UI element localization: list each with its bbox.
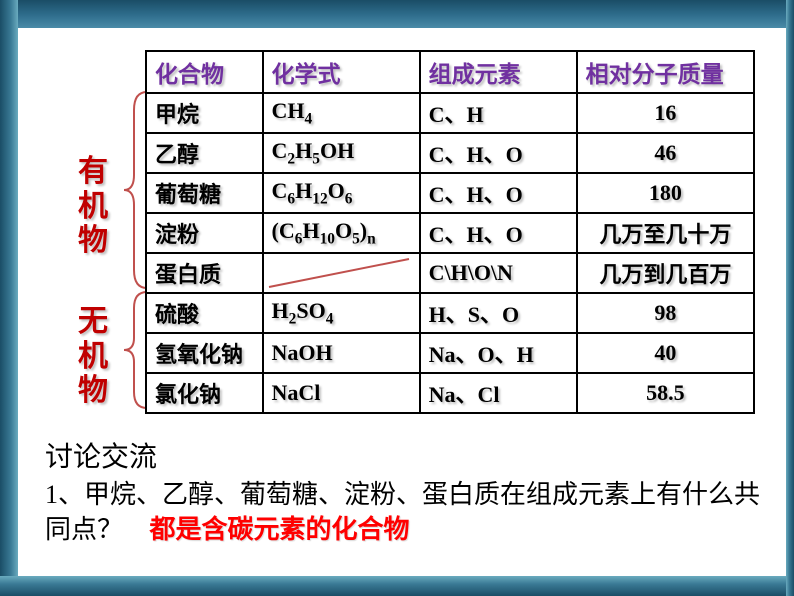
slide-container: 有机物 无机物 化合物 化学式 组成元素 相对分子质量 甲烷 CH4 C、H 1… — [0, 0, 794, 596]
header-elements: 组成元素 — [420, 51, 577, 93]
cell-formula-empty — [263, 253, 420, 293]
slide-content: 有机物 无机物 化合物 化学式 组成元素 相对分子质量 甲烷 CH4 C、H 1… — [30, 40, 774, 566]
cell-mass: 46 — [577, 133, 754, 173]
slide-border-top — [0, 0, 794, 28]
compound-table: 化合物 化学式 组成元素 相对分子质量 甲烷 CH4 C、H 16 乙醇 C2H… — [145, 50, 755, 414]
table-row: 甲烷 CH4 C、H 16 — [146, 93, 754, 133]
header-mass: 相对分子质量 — [577, 51, 754, 93]
cell-name: 硫酸 — [146, 293, 263, 333]
cell-mass: 180 — [577, 173, 754, 213]
cell-elements: H、S、O — [420, 293, 577, 333]
table-row: 淀粉 (C6H10O5)n C、H、O 几万至几十万 — [146, 213, 754, 253]
table-header-row: 化合物 化学式 组成元素 相对分子质量 — [146, 51, 754, 93]
table-row: 乙醇 C2H5OH C、H、O 46 — [146, 133, 754, 173]
header-formula: 化学式 — [263, 51, 420, 93]
cell-formula: C2H5OH — [263, 133, 420, 173]
cell-name: 乙醇 — [146, 133, 263, 173]
cell-elements: C、H、O — [420, 213, 577, 253]
cell-formula: NaCl — [263, 373, 420, 413]
cell-name: 甲烷 — [146, 93, 263, 133]
cell-elements: C\H\O\N — [420, 253, 577, 293]
cell-mass: 98 — [577, 293, 754, 333]
cell-mass: 16 — [577, 93, 754, 133]
cell-formula: C6H12O6 — [263, 173, 420, 213]
discussion-answer: 都是含碳元素的化合物 — [150, 512, 410, 547]
cell-mass: 几万至几十万 — [577, 213, 754, 253]
diagonal-line-icon — [264, 254, 414, 292]
cell-elements: Na、O、H — [420, 333, 577, 373]
cell-elements: C、H、O — [420, 133, 577, 173]
cell-elements: C、H — [420, 93, 577, 133]
cell-formula: CH4 — [263, 93, 420, 133]
cell-name: 淀粉 — [146, 213, 263, 253]
table-row: 氢氧化钠 NaOH Na、O、H 40 — [146, 333, 754, 373]
slide-border-left — [0, 0, 18, 596]
table-row: 氯化钠 NaCl Na、Cl 58.5 — [146, 373, 754, 413]
cell-name: 蛋白质 — [146, 253, 263, 293]
table-row: 蛋白质 C\H\O\N 几万到几百万 — [146, 253, 754, 293]
table-row: 硫酸 H2SO4 H、S、O 98 — [146, 293, 754, 333]
table-row: 葡萄糖 C6H12O6 C、H、O 180 — [146, 173, 754, 213]
cell-name: 氯化钠 — [146, 373, 263, 413]
cell-mass: 58.5 — [577, 373, 754, 413]
cell-mass: 几万到几百万 — [577, 253, 754, 293]
cell-mass: 40 — [577, 333, 754, 373]
organic-label: 有机物 — [75, 155, 111, 259]
cell-name: 氢氧化钠 — [146, 333, 263, 373]
cell-name: 葡萄糖 — [146, 173, 263, 213]
cell-formula: NaOH — [263, 333, 420, 373]
slide-border-bottom — [0, 576, 794, 596]
cell-formula: H2SO4 — [263, 293, 420, 333]
discussion-question: 1、甲烷、乙醇、葡萄糖、淀粉、蛋白质在组成元素上有什么共同点？ 都是含碳元素的化… — [45, 477, 764, 547]
header-compound: 化合物 — [146, 51, 263, 93]
slide-border-right — [786, 0, 794, 596]
cell-elements: C、H、O — [420, 173, 577, 213]
inorganic-label: 无机物 — [75, 305, 111, 409]
discussion-section: 讨论交流 1、甲烷、乙醇、葡萄糖、淀粉、蛋白质在组成元素上有什么共同点？ 都是含… — [45, 435, 764, 547]
cell-formula: (C6H10O5)n — [263, 213, 420, 253]
discussion-heading: 讨论交流 — [45, 435, 764, 475]
cell-elements: Na、Cl — [420, 373, 577, 413]
